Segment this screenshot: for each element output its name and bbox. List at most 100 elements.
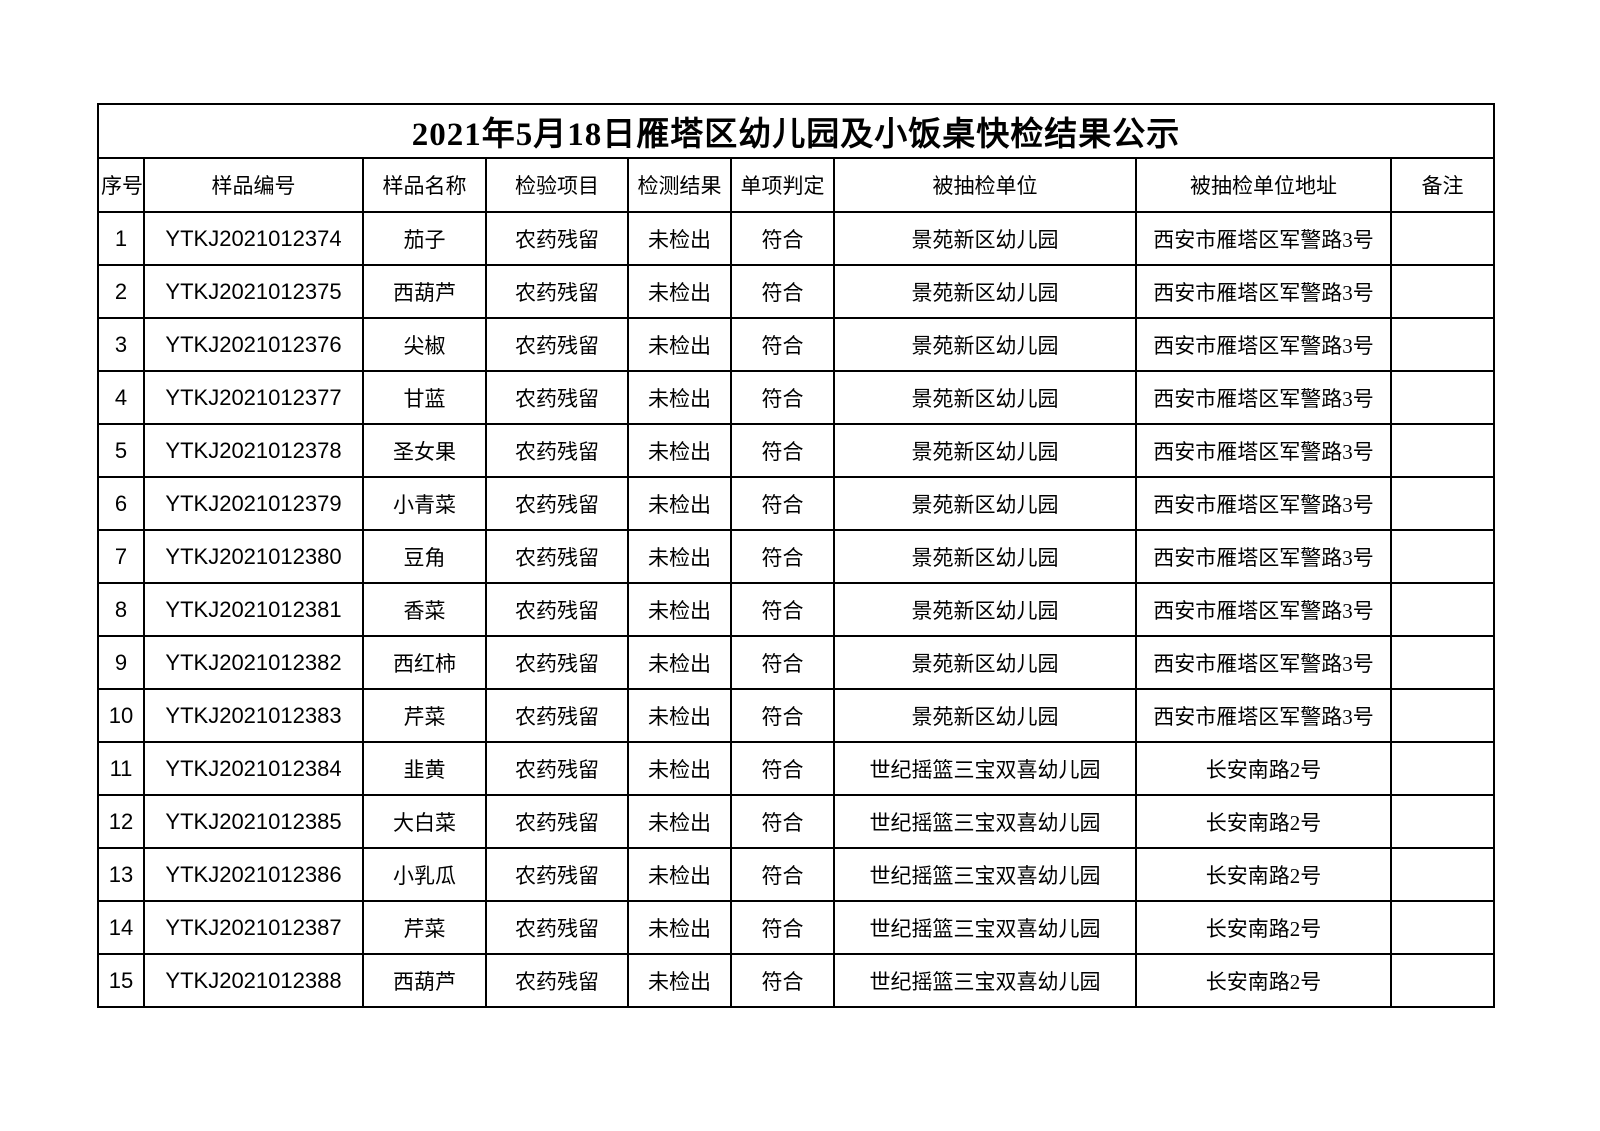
table-row: 13 YTKJ2021012386 小乳瓜 农药残留 未检出 符合 世纪摇篮三宝双喜幼儿园长…	[97, 847, 1496, 902]
unit-cell: 景苑新区幼儿园	[833, 476, 1137, 531]
unit-cell: 景苑新区幼儿园	[833, 317, 1137, 372]
test-result-cell: 未检出	[627, 794, 732, 849]
test-item-cell: 农药残留	[485, 953, 629, 1008]
test-item-cell: 农药残留	[485, 264, 629, 319]
test-result-cell: 未检出	[627, 529, 732, 584]
title-row: 2021年5月18日雁塔区幼儿园及小饭桌快检结果公示	[96, 103, 1496, 159]
address-cell: 西安市雁塔区军警路3号	[1135, 211, 1392, 266]
test-item-cell: 农药残留	[485, 582, 629, 637]
sample-id-cell: YTKJ2021012386	[143, 847, 364, 902]
table-row: 9 YTKJ2021012382 西红柿 农药残留 未检出 符合 景苑新区幼儿园 西安市雁塔区…	[97, 635, 1496, 690]
address-cell: 西安市雁塔区军警路3号	[1135, 370, 1392, 425]
table-row: 11 YTKJ2021012384 韭黄 农药残留 未检出 符合 世纪摇篮三宝双喜幼儿园 长安…	[97, 741, 1496, 796]
remark-cell	[1389, 635, 1496, 690]
sample-name-cell: 西葫芦	[362, 953, 487, 1008]
unit-cell: 景苑新区幼儿园	[833, 635, 1137, 690]
judgment-cell: 符合	[730, 317, 835, 372]
col-header-judgment: 单项判定	[730, 157, 835, 213]
unit-cell: 景苑新区幼儿园	[833, 529, 1137, 584]
address-cell: 长安南路2号	[1135, 900, 1392, 955]
sample-id-cell: YTKJ2021012388	[143, 953, 364, 1008]
sample-id-cell: YTKJ2021012385	[143, 794, 364, 849]
row-number-cell: 5	[97, 423, 145, 478]
address-cell: 西安市雁塔区军警路3号	[1135, 476, 1392, 531]
table-row: 2 YTKJ2021012375 西葫芦 农药残留 未检出 符合 景苑新区幼儿园 西安市雁塔区…	[97, 264, 1496, 319]
sample-name-cell: 香菜	[362, 582, 487, 637]
remark-cell	[1389, 794, 1496, 849]
row-number-cell: 3	[97, 317, 145, 372]
remark-cell	[1389, 423, 1496, 478]
table-row: 3 YTKJ2021012376 尖椒 农药残留 未检出 符合 景苑新区幼儿园 西安市雁塔区军…	[97, 317, 1496, 372]
unit-cell: 景苑新区幼儿园	[833, 582, 1137, 637]
sample-name-cell: 甘蓝	[362, 370, 487, 425]
test-result-cell: 未检出	[627, 900, 732, 955]
judgment-cell: 符合	[730, 635, 835, 690]
table-row: 6 YTKJ2021012379 小青菜 农药残留 未检出 符合 景苑新区幼儿园 西安市雁塔区…	[97, 476, 1496, 531]
sample-name-cell: 大白菜	[362, 794, 487, 849]
sample-id-cell: YTKJ2021012382	[143, 635, 364, 690]
col-header-sample-id: 样品编号	[143, 157, 364, 213]
judgment-cell: 符合	[730, 423, 835, 478]
test-result-cell: 未检出	[627, 317, 732, 372]
judgment-cell: 符合	[730, 900, 835, 955]
remark-cell	[1389, 582, 1496, 637]
remark-cell	[1389, 264, 1496, 319]
address-cell: 西安市雁塔区军警路3号	[1135, 529, 1392, 584]
sample-id-cell: YTKJ2021012378	[143, 423, 364, 478]
sample-name-cell: 茄子	[362, 211, 487, 266]
address-cell: 西安市雁塔区军警路3号	[1135, 582, 1392, 637]
sample-id-cell: YTKJ2021012383	[143, 688, 364, 743]
test-result-cell: 未检出	[627, 423, 732, 478]
test-item-cell: 农药残留	[485, 211, 629, 266]
judgment-cell: 符合	[730, 582, 835, 637]
page-title: 2021年5月18日雁塔区幼儿园及小饭桌快检结果公示	[96, 103, 1496, 159]
address-cell: 长安南路2号	[1135, 953, 1392, 1008]
sample-name-cell: 芹菜	[362, 688, 487, 743]
address-cell: 西安市雁塔区军警路3号	[1135, 264, 1392, 319]
remark-cell	[1389, 847, 1496, 902]
sample-name-cell: 尖椒	[362, 317, 487, 372]
table-row: 1 YTKJ2021012374 茄子 农药残留 未检出 符合 景苑新区幼儿园 西安市雁塔区军…	[97, 211, 1496, 266]
sample-name-cell: 小青菜	[362, 476, 487, 531]
unit-cell: 景苑新区幼儿园	[833, 423, 1137, 478]
address-cell: 长安南路2号	[1135, 847, 1392, 902]
sample-id-cell: YTKJ2021012377	[143, 370, 364, 425]
unit-cell: 景苑新区幼儿园	[833, 264, 1137, 319]
remark-cell	[1389, 317, 1496, 372]
table-row: 10 YTKJ2021012383 芹菜 农药残留 未检出 符合 景苑新区幼儿园 西安市雁塔区…	[97, 688, 1496, 743]
table-body: 1 YTKJ2021012374 茄子 农药残留 未检出 符合 景苑新区幼儿园 西安市雁塔区军…	[97, 211, 1496, 1008]
table-row: 8 YTKJ2021012381 香菜 农药残留 未检出 符合 景苑新区幼儿园 西安市雁塔区军…	[97, 582, 1496, 637]
test-item-cell: 农药残留	[485, 423, 629, 478]
col-header-address: 被抽检单位地址	[1135, 157, 1392, 213]
table-row: 5 YTKJ2021012378 圣女果 农药残留 未检出 符合 景苑新区幼儿园 西安市雁塔区…	[97, 423, 1496, 478]
row-number-cell: 9	[97, 635, 145, 690]
row-number-cell: 1	[97, 211, 145, 266]
col-header-sample-name: 样品名称	[362, 157, 487, 213]
sample-id-cell: YTKJ2021012380	[143, 529, 364, 584]
sample-name-cell: 豆角	[362, 529, 487, 584]
test-result-cell: 未检出	[627, 211, 732, 266]
row-number-cell: 12	[97, 794, 145, 849]
unit-cell: 世纪摇篮三宝双喜幼儿园	[833, 953, 1137, 1008]
test-result-cell: 未检出	[627, 688, 732, 743]
address-cell: 长安南路2号	[1135, 794, 1392, 849]
remark-cell	[1389, 370, 1496, 425]
col-header-no: 序号	[97, 157, 145, 213]
sample-id-cell: YTKJ2021012379	[143, 476, 364, 531]
test-item-cell: 农药残留	[485, 741, 629, 796]
col-header-test-item: 检验项目	[485, 157, 629, 213]
unit-cell: 景苑新区幼儿园	[833, 688, 1137, 743]
test-item-cell: 农药残留	[485, 529, 629, 584]
col-header-test-result: 检测结果	[627, 157, 732, 213]
table-row: 12 YTKJ2021012385 大白菜 农药残留 未检出 符合 世纪摇篮三宝双喜幼儿园长…	[97, 794, 1496, 849]
remark-cell	[1389, 900, 1496, 955]
test-result-cell: 未检出	[627, 582, 732, 637]
remark-cell	[1389, 476, 1496, 531]
test-result-cell: 未检出	[627, 370, 732, 425]
test-item-cell: 农药残留	[485, 317, 629, 372]
sample-id-cell: YTKJ2021012387	[143, 900, 364, 955]
test-item-cell: 农药残留	[485, 900, 629, 955]
sample-name-cell: 圣女果	[362, 423, 487, 478]
judgment-cell: 符合	[730, 688, 835, 743]
sample-name-cell: 西葫芦	[362, 264, 487, 319]
